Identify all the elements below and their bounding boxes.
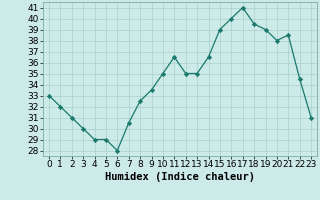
X-axis label: Humidex (Indice chaleur): Humidex (Indice chaleur)	[105, 172, 255, 182]
